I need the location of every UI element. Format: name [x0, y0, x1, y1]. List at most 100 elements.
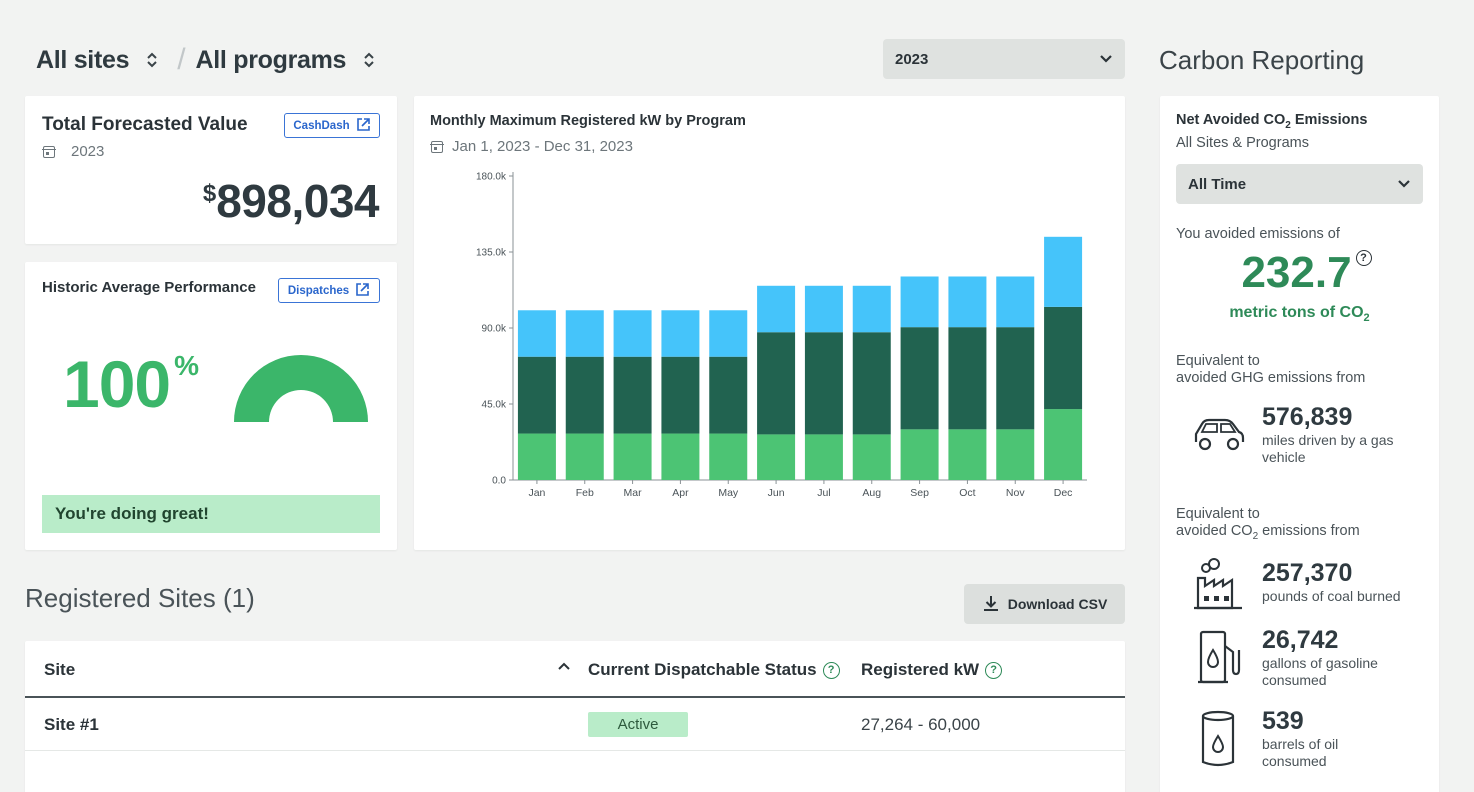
- forecast-title: Total Forecasted Value: [42, 114, 248, 135]
- bar-segment: [661, 310, 700, 357]
- bar-segment: [900, 327, 939, 430]
- avoided-unit: metric tons of CO2: [1229, 304, 1370, 325]
- miles-desc: miles driven by a gas vehicle: [1262, 432, 1394, 465]
- period-dropdown[interactable]: All Time: [1176, 164, 1423, 204]
- bar-segment: [565, 433, 604, 480]
- bar-segment: [900, 429, 939, 480]
- site-sort-icon[interactable]: [137, 45, 167, 75]
- bar-segment: [517, 433, 556, 480]
- coal-value: 257,370: [1262, 559, 1353, 587]
- calendar-icon: [42, 145, 56, 158]
- forecast-value-row: $ 898,034: [202, 174, 380, 228]
- ghg-equivalent-heading: Equivalent to avoided GHG emissions from: [1176, 353, 1366, 386]
- gas-pump-icon: [1196, 628, 1242, 691]
- status-badge: Active: [588, 712, 688, 737]
- x-tick-label: Jul: [817, 487, 830, 499]
- coal-equivalent: 257,370 pounds of coal burned: [1262, 559, 1401, 605]
- table-header-divider: [25, 696, 1125, 698]
- x-tick-label: Jan: [528, 487, 545, 499]
- chevron-down-icon: [1099, 51, 1113, 68]
- dispatches-button[interactable]: Dispatches: [278, 278, 380, 303]
- miles-equivalent: 576,839 miles driven by a gas vehicle: [1262, 403, 1394, 466]
- x-tick-label: Apr: [672, 487, 689, 499]
- bar-segment: [948, 327, 987, 430]
- x-tick-label: Sep: [910, 487, 929, 499]
- cashdash-button[interactable]: CashDash: [284, 113, 380, 138]
- bar-segment: [996, 327, 1035, 430]
- program-selector[interactable]: All programs: [195, 45, 347, 74]
- bar-segment: [757, 332, 796, 435]
- gasoline-equivalent: 26,742 gallons of gasoline consumed: [1262, 626, 1378, 689]
- y-tick-label: 135.0k: [476, 248, 507, 259]
- chevron-down-icon: [1397, 176, 1411, 193]
- chart-date-row: Jan 1, 2023 - Dec 31, 2023: [430, 138, 633, 155]
- currency-symbol: $: [202, 180, 217, 207]
- calendar-icon: [430, 140, 444, 153]
- bar-segment: [948, 429, 987, 480]
- download-icon: [982, 594, 1000, 615]
- performance-title: Historic Average Performance: [42, 279, 256, 296]
- table-row[interactable]: Site #1 Active 27,264 - 60,000: [25, 698, 1125, 751]
- bar-segment: [804, 434, 843, 480]
- external-link-icon: [355, 282, 370, 300]
- bar-segment: [1044, 306, 1083, 410]
- help-icon[interactable]: ?: [822, 661, 840, 679]
- help-icon[interactable]: ?: [1355, 250, 1372, 266]
- bar-segment: [565, 356, 604, 434]
- bar-segment: [852, 434, 891, 480]
- carbon-card: Net Avoided CO2 Emissions All Sites & Pr…: [1160, 96, 1439, 792]
- y-tick-label: 180.0k: [476, 172, 507, 183]
- bar-segment: [996, 429, 1035, 480]
- x-tick-label: Dec: [1054, 487, 1073, 499]
- bar-segment: [517, 356, 556, 434]
- bar-segment: [565, 310, 604, 357]
- bar-segment: [948, 276, 987, 328]
- forecast-card: Total Forecasted Value CashDash 2023 $ 8…: [25, 96, 397, 244]
- help-icon[interactable]: ?: [985, 661, 1003, 679]
- registered-kw-value: 27,264 - 60,000: [861, 715, 981, 734]
- column-header-site[interactable]: Site: [44, 660, 76, 679]
- period-dropdown-value: All Time: [1188, 175, 1247, 193]
- oil-desc: barrels of oil consumed: [1262, 736, 1339, 769]
- performance-value: 100: [63, 347, 171, 421]
- bar-segment: [661, 433, 700, 480]
- column-header-registered-kw[interactable]: Registered kW ?: [861, 660, 1003, 680]
- y-tick-label: 45.0k: [482, 400, 507, 411]
- bar-segment: [996, 276, 1035, 328]
- site-name[interactable]: Site #1: [44, 715, 99, 734]
- sort-ascending-icon[interactable]: [556, 659, 572, 677]
- cashdash-label: CashDash: [293, 119, 350, 132]
- miles-value: 576,839: [1262, 403, 1353, 431]
- bar-segment: [709, 356, 748, 434]
- x-tick-label: Nov: [1006, 487, 1025, 499]
- registered-sites-heading: Registered Sites (1): [25, 583, 255, 613]
- dispatches-label: Dispatches: [287, 284, 350, 297]
- x-tick-label: Mar: [624, 487, 643, 499]
- year-dropdown-value: 2023: [895, 50, 929, 68]
- breadcrumb-separator: /: [177, 43, 186, 76]
- column-header-status[interactable]: Current Dispatchable Status ?: [588, 660, 840, 680]
- year-dropdown[interactable]: 2023: [883, 39, 1125, 79]
- oil-equivalent: 539 barrels of oil consumed: [1262, 707, 1338, 770]
- bar-segment: [613, 433, 652, 480]
- car-icon: [1192, 414, 1246, 459]
- bar-segment: [852, 332, 891, 435]
- carbon-card-title: Net Avoided CO2 Emissions: [1176, 112, 1368, 131]
- x-tick-label: May: [718, 487, 739, 499]
- program-sort-icon[interactable]: [354, 45, 384, 75]
- bar-segment: [757, 434, 796, 480]
- chart-card: Monthly Maximum Registered kW by Program…: [414, 96, 1125, 550]
- bar-segment: [757, 285, 796, 333]
- site-selector[interactable]: All sites: [36, 45, 130, 74]
- bar-segment: [900, 276, 939, 328]
- bar-segment: [613, 310, 652, 357]
- oil-value: 539: [1262, 707, 1304, 735]
- x-tick-label: Jun: [768, 487, 785, 499]
- external-link-icon: [356, 117, 371, 135]
- x-tick-label: Oct: [959, 487, 975, 499]
- avoided-label: You avoided emissions of: [1176, 226, 1340, 242]
- y-tick-label: 90.0k: [482, 324, 507, 335]
- bar-segment: [1044, 409, 1083, 480]
- download-csv-button[interactable]: Download CSV: [964, 584, 1125, 624]
- y-tick-label: 0.0: [492, 476, 506, 487]
